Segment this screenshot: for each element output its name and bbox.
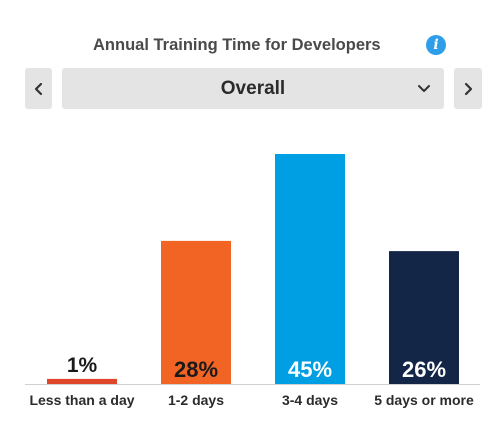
info-icon[interactable]: i <box>426 35 446 55</box>
category-select[interactable]: Overall <box>62 68 444 109</box>
data-label-2: 28% <box>174 357 218 382</box>
chevron-right-icon <box>464 82 473 95</box>
data-label-3: 45% <box>288 357 332 382</box>
bar-1 <box>47 378 117 384</box>
data-label-1: 1% <box>67 354 98 377</box>
bar-2 <box>161 240 231 384</box>
category-label-4: 5 days or more <box>374 392 474 408</box>
chart-header: Annual Training Time for Developers i <box>0 34 502 58</box>
chart-title: Annual Training Time for Developers <box>93 36 381 54</box>
select-value: Overall <box>220 78 286 99</box>
category-label-2: 1-2 days <box>168 392 224 408</box>
data-label-4: 26% <box>402 357 446 382</box>
previous-button[interactable] <box>25 68 52 109</box>
category-label-3: 3-4 days <box>282 392 338 408</box>
bar-4 <box>389 251 459 384</box>
chevron-down-icon <box>418 85 430 92</box>
bar-3 <box>275 154 345 384</box>
category-label-1: Less than a day <box>29 392 134 408</box>
chevron-left-icon <box>34 82 42 95</box>
next-button[interactable] <box>454 68 482 109</box>
